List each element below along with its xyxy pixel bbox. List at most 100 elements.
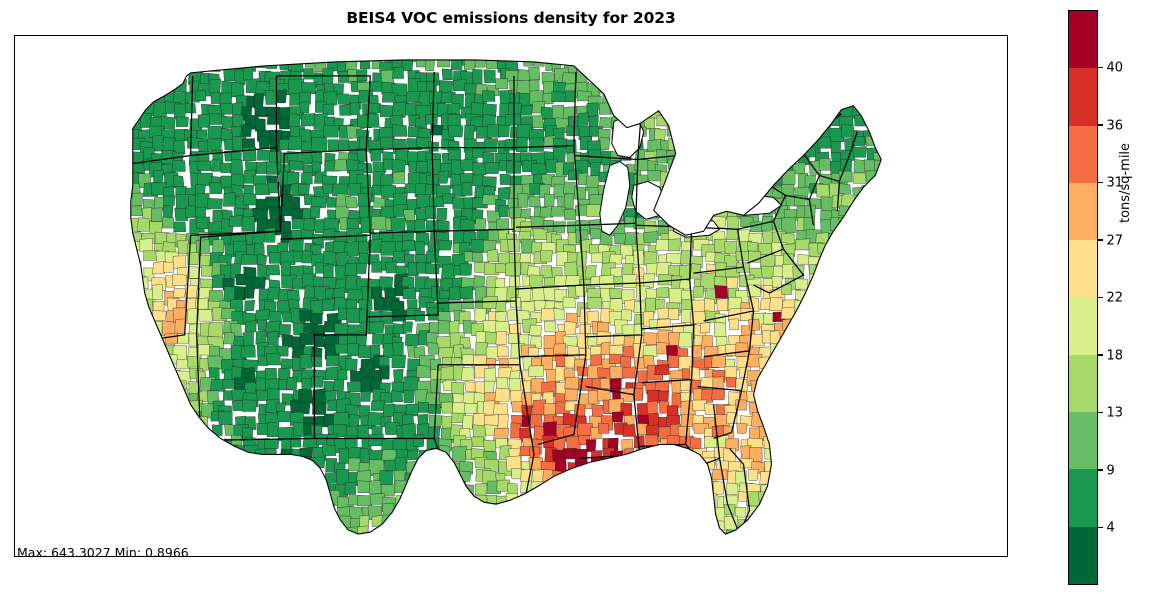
county-polygon xyxy=(864,242,879,253)
county-polygon xyxy=(682,71,695,87)
county-polygon xyxy=(666,473,682,489)
county-polygon xyxy=(563,193,575,210)
county-polygon xyxy=(425,205,437,219)
county-polygon xyxy=(642,72,656,83)
county-polygon xyxy=(887,58,899,69)
county-polygon xyxy=(786,432,802,445)
county-polygon xyxy=(596,69,611,82)
county-polygon xyxy=(369,531,385,535)
county-polygon xyxy=(471,59,486,61)
county-polygon xyxy=(831,310,848,324)
county-polygon xyxy=(772,137,788,152)
county-polygon xyxy=(255,118,266,132)
county-polygon xyxy=(599,137,610,150)
county-polygon xyxy=(437,239,453,251)
county-polygon xyxy=(676,208,690,222)
county-polygon xyxy=(267,182,280,194)
county-polygon xyxy=(736,103,748,119)
county-polygon xyxy=(816,336,828,350)
page-title: BEIS4 VOC emissions density for 2023 xyxy=(346,9,676,27)
county-polygon xyxy=(121,115,131,125)
county-polygon xyxy=(508,206,523,219)
county-polygon xyxy=(130,459,137,474)
county-polygon xyxy=(867,354,879,365)
county-polygon xyxy=(428,404,442,414)
county-polygon xyxy=(257,46,272,58)
county-polygon xyxy=(486,495,499,509)
county-polygon xyxy=(509,92,521,104)
county-polygon xyxy=(407,494,423,506)
county-polygon xyxy=(769,411,781,426)
county-polygon xyxy=(141,59,155,64)
county-polygon xyxy=(724,173,736,187)
county-polygon xyxy=(808,366,820,378)
county-polygon xyxy=(464,59,476,70)
county-polygon xyxy=(895,62,906,72)
county-polygon xyxy=(336,469,350,485)
county-polygon xyxy=(831,541,843,550)
county-polygon xyxy=(796,346,812,359)
county-polygon xyxy=(298,401,311,415)
county-polygon xyxy=(842,242,857,258)
state-boundary xyxy=(677,131,687,156)
county-polygon xyxy=(426,530,439,535)
county-polygon xyxy=(507,482,518,495)
county-polygon xyxy=(692,129,709,144)
county-polygon xyxy=(678,542,691,555)
county-polygon xyxy=(257,319,267,331)
county-polygon xyxy=(309,299,324,315)
county-polygon xyxy=(334,343,349,354)
county-polygon xyxy=(373,297,385,311)
county-polygon xyxy=(820,388,835,401)
county-polygon xyxy=(739,59,750,73)
county-polygon xyxy=(464,403,478,414)
county-polygon xyxy=(757,71,770,85)
county-polygon xyxy=(471,252,484,263)
county-polygon xyxy=(392,101,406,118)
county-polygon xyxy=(841,468,858,481)
colorbar-axis-label: tons/sq-mile xyxy=(1118,142,1133,223)
county-polygon xyxy=(130,334,144,349)
county-polygon xyxy=(268,458,284,473)
county-polygon xyxy=(494,387,511,402)
county-polygon xyxy=(175,525,192,535)
county-polygon xyxy=(499,173,511,185)
county-polygon xyxy=(679,279,691,290)
county-polygon xyxy=(264,438,280,449)
county-polygon xyxy=(424,460,437,476)
county-polygon xyxy=(303,529,316,535)
county-polygon xyxy=(485,59,499,69)
county-polygon xyxy=(281,527,294,535)
county-polygon xyxy=(864,256,876,272)
county-polygon xyxy=(608,288,624,299)
county-polygon xyxy=(816,378,832,392)
county-polygon xyxy=(241,254,258,265)
county-polygon xyxy=(139,238,153,252)
county-polygon xyxy=(751,103,764,115)
county-polygon xyxy=(769,297,783,311)
county-polygon xyxy=(854,47,867,59)
county-polygon xyxy=(831,387,842,399)
tick-mark xyxy=(1098,411,1103,414)
county-polygon xyxy=(244,381,257,394)
county-polygon xyxy=(621,507,638,520)
county-polygon xyxy=(678,485,694,500)
county-polygon xyxy=(648,519,662,533)
county-polygon xyxy=(461,366,475,381)
county-polygon xyxy=(130,438,131,452)
county-polygon xyxy=(855,388,871,399)
county-polygon xyxy=(379,365,390,380)
county-polygon xyxy=(550,206,567,217)
county-polygon xyxy=(874,332,882,347)
county-polygon xyxy=(853,307,868,322)
county-polygon xyxy=(759,393,774,408)
county-polygon xyxy=(783,95,801,112)
county-polygon xyxy=(130,382,134,395)
county-polygon xyxy=(796,427,809,441)
county-polygon xyxy=(172,483,185,496)
county-polygon xyxy=(831,295,843,308)
county-polygon xyxy=(437,59,451,68)
county-polygon xyxy=(820,518,833,534)
county-polygon xyxy=(223,192,237,207)
county-polygon xyxy=(290,469,305,485)
